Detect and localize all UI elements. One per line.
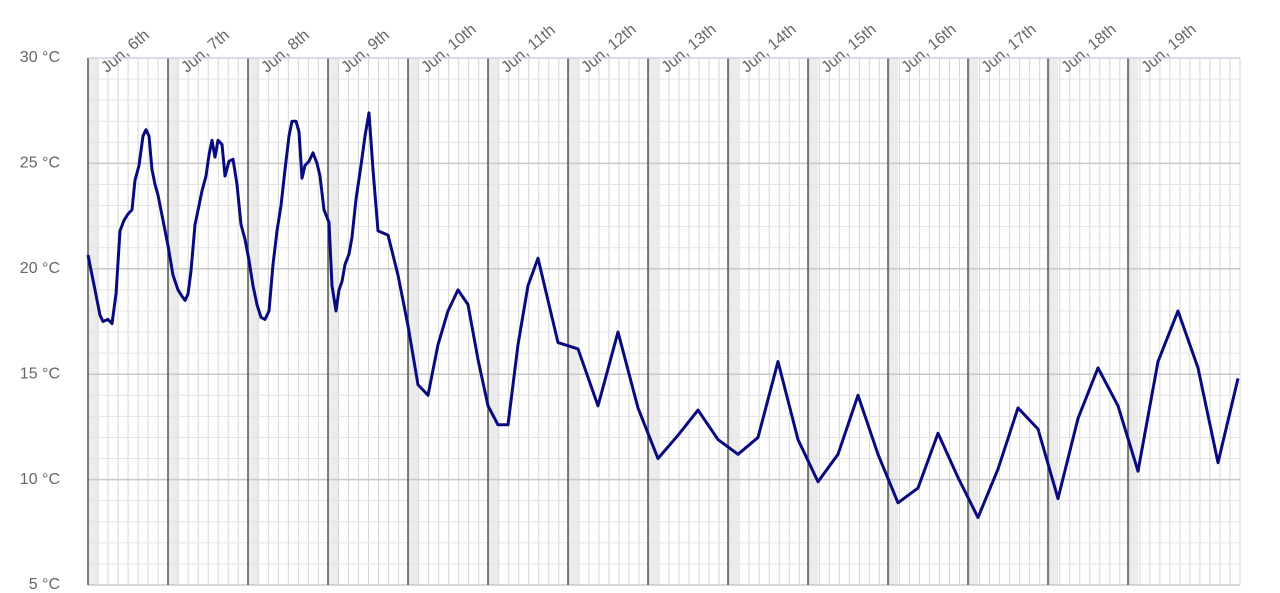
temperature-line	[86, 111, 1240, 520]
y-tick-label: 30 °C	[20, 49, 60, 66]
day-band	[1048, 58, 1058, 585]
x-tick-label: Jun, 6th	[98, 27, 153, 77]
y-tick-label: 10 °C	[20, 471, 60, 488]
day-band	[808, 58, 818, 585]
x-tick-label: Jun, 9th	[338, 27, 393, 77]
day-band	[248, 58, 258, 585]
day-band	[728, 58, 738, 585]
day-band	[568, 58, 578, 585]
day-band	[168, 58, 178, 585]
day-band	[648, 58, 658, 585]
x-tick-label: Jun, 8th	[258, 27, 313, 77]
y-tick-label: 5 °C	[29, 576, 60, 593]
x-tick-label: Jun, 17th	[978, 21, 1039, 76]
y-tick-label: 20 °C	[20, 260, 60, 277]
day-band	[1128, 58, 1138, 585]
x-tick-label: Jun, 7th	[178, 27, 233, 77]
day-band	[88, 58, 98, 585]
y-tick-label: 25 °C	[20, 155, 60, 172]
day-band	[408, 58, 418, 585]
y-tick-label: 15 °C	[20, 365, 60, 382]
day-band	[488, 58, 498, 585]
day-band	[328, 58, 338, 585]
x-tick-label: Jun, 18th	[1058, 21, 1119, 76]
x-tick-label: Jun, 19th	[1138, 21, 1199, 76]
day-band	[968, 58, 978, 585]
day-band	[888, 58, 898, 585]
